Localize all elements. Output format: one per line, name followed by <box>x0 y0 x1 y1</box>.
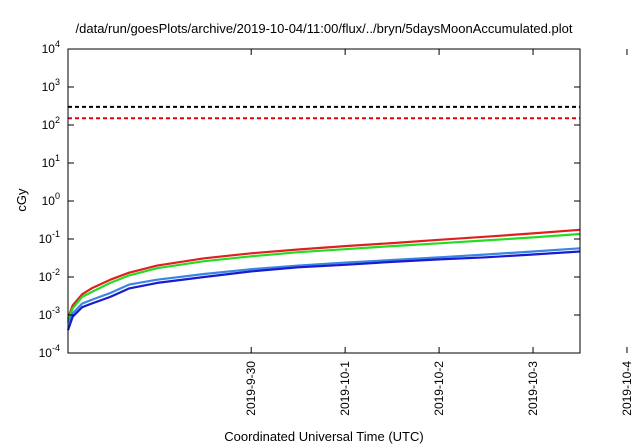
plot-frame <box>67 48 581 354</box>
y-tick-label: 104 <box>42 39 60 56</box>
x-axis: 2019-9-30 2019-10-1 2019-10-2 2019-10-3 2019… <box>244 49 634 416</box>
y-axis: 10-4 10-3 10-2 10-1 100 101 102 103 104 <box>39 39 580 360</box>
series-line <box>67 247 581 324</box>
chart-title: /data/run/goesPlots/archive/2019-10-04/1… <box>76 21 573 36</box>
x-tick-label: 2019-10-1 <box>338 361 352 416</box>
data-series <box>66 228 581 331</box>
x-tick-label: 2019-10-2 <box>432 361 446 416</box>
y-tick-label: 101 <box>42 153 60 170</box>
x-axis-label: Coordinated Universal Time (UTC) <box>224 429 423 444</box>
y-tick-label: 100 <box>42 191 60 208</box>
y-tick-label: 10-3 <box>39 305 60 322</box>
series-line <box>66 250 581 331</box>
y-tick-label: 103 <box>42 77 60 94</box>
x-tick-label: 2019-10-4 <box>620 361 634 416</box>
series-line <box>66 232 581 322</box>
y-axis-label: cGy <box>14 188 29 212</box>
y-tick-label: 10-4 <box>39 343 60 360</box>
y-tick-label: 102 <box>42 115 60 132</box>
x-tick-label: 2019-9-30 <box>244 361 258 416</box>
series-line <box>66 228 581 320</box>
x-tick-label: 2019-10-3 <box>526 361 540 416</box>
y-tick-label: 10-2 <box>39 267 60 284</box>
threshold-lines <box>68 105 580 120</box>
y-tick-label: 10-1 <box>39 229 60 246</box>
